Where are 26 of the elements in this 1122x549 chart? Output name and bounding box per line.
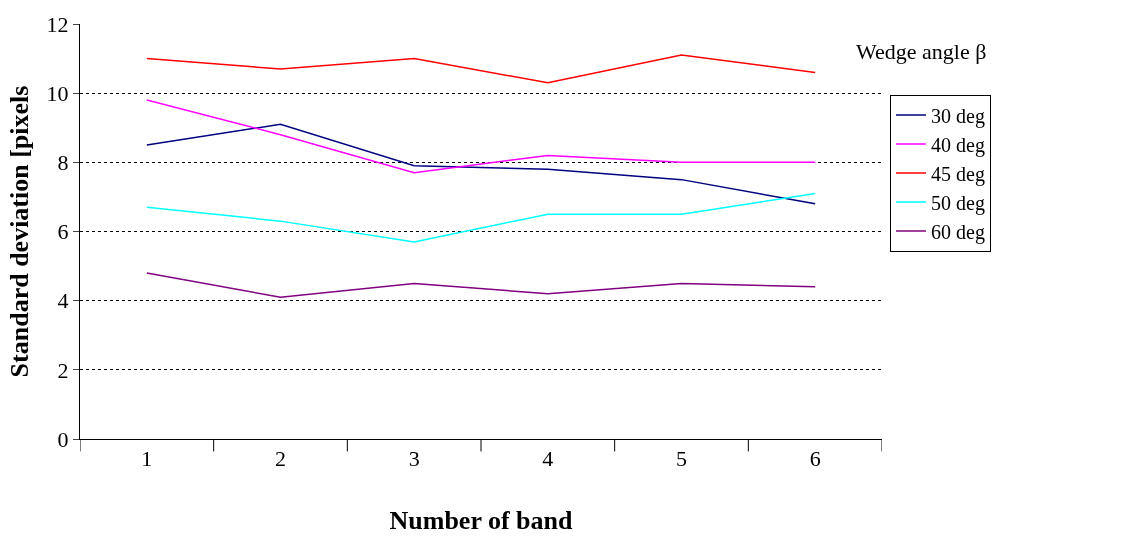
line-series <box>146 99 816 174</box>
legend-label: 60 deg <box>931 220 985 244</box>
legend-label: 45 deg <box>931 162 985 186</box>
x-tick-label: 6 <box>809 446 821 472</box>
line-series <box>146 272 816 298</box>
line-series <box>146 54 816 84</box>
y-tick-label: 10 <box>46 80 69 106</box>
y-tick-label: 6 <box>57 219 69 245</box>
y-tick-label: 0 <box>57 426 69 452</box>
x-tick-label: 1 <box>141 446 153 472</box>
legend-title: Wedge angle β <box>856 39 987 64</box>
line-series <box>146 123 816 205</box>
x-axis-title: Number of band <box>389 506 574 536</box>
legend-label: 30 deg <box>931 104 985 128</box>
y-tick-label: 8 <box>57 150 69 176</box>
y-tick-label: 2 <box>57 357 69 383</box>
legend-label: 50 deg <box>931 191 985 215</box>
x-tick-label: 4 <box>542 446 554 472</box>
y-tick-label: 4 <box>57 288 69 314</box>
x-tick-label: 2 <box>275 446 286 472</box>
x-tick-label: 5 <box>676 446 687 472</box>
y-axis-title: Standard deviation [pixels <box>5 85 34 378</box>
y-tick-label: 12 <box>46 11 69 37</box>
x-tick-label: 3 <box>408 446 420 472</box>
line-series <box>146 192 816 243</box>
legend-label: 40 deg <box>931 133 985 157</box>
